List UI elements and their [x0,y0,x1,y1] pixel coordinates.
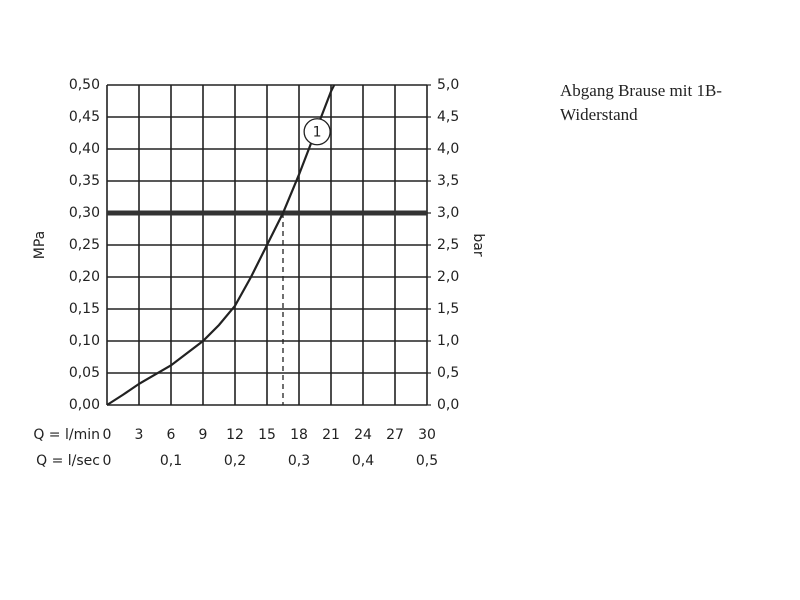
x-tick-label: 18 [290,427,308,443]
x2-tick-label: 0,1 [160,453,182,469]
x-tick-label: 12 [226,427,244,443]
y2-tick-label: 5,0 [437,77,459,93]
y-tick-label: 0,20 [69,269,100,285]
y-tick-label: 0,10 [69,333,100,349]
y-tick-label: 0,25 [69,237,100,253]
x2-tick-label: 0,5 [416,453,438,469]
x-tick-label: 27 [386,427,404,443]
annotation-circle [303,118,331,146]
x2-tick-label: 0,3 [288,453,310,469]
x-axis-label: Q = l/min [33,427,100,443]
y2-tick-label: 0,5 [437,365,459,381]
y-axis-label: MPa [32,231,48,259]
x-tick-label: 24 [354,427,372,443]
x2-tick-label: 0,4 [352,453,374,469]
y-tick-label: 0,15 [69,301,100,317]
y2-tick-label: 4,0 [437,141,459,157]
x-tick-label: 9 [199,427,208,443]
x2-tick-label: 0 [103,453,112,469]
y2-tick-label: 0,0 [437,397,459,413]
annotation-label: 1 [313,125,322,141]
y2-tick-label: 3,5 [437,173,459,189]
chart-title: Abgang Brause mit 1B- [560,81,722,100]
y2-tick-label: 3,0 [437,205,459,221]
x-tick-label: 0 [103,427,112,443]
x2-axis-label: Q = l/sec [36,453,100,469]
y-tick-label: 0,05 [69,365,100,381]
y2-tick-label: 2,5 [437,237,459,253]
y-tick-label: 0,00 [69,397,100,413]
x-tick-label: 6 [167,427,176,443]
y2-tick-label: 1,0 [437,333,459,349]
y2-tick-label: 4,5 [437,109,459,125]
x-tick-label: 30 [418,427,436,443]
x-tick-label: 15 [258,427,276,443]
y2-tick-label: 1,5 [437,301,459,317]
y-tick-label: 0,50 [69,77,100,93]
y2-axis-label: bar [470,233,486,256]
x2-tick-label: 0,2 [224,453,246,469]
y-tick-label: 0,35 [69,173,100,189]
x-tick-label: 21 [322,427,340,443]
y-tick-label: 0,30 [69,205,100,221]
chart-title: Widerstand [560,105,638,124]
y2-tick-label: 2,0 [437,269,459,285]
x-tick-label: 3 [135,427,144,443]
y-tick-label: 0,40 [69,141,100,157]
y-tick-label: 0,45 [69,109,100,125]
